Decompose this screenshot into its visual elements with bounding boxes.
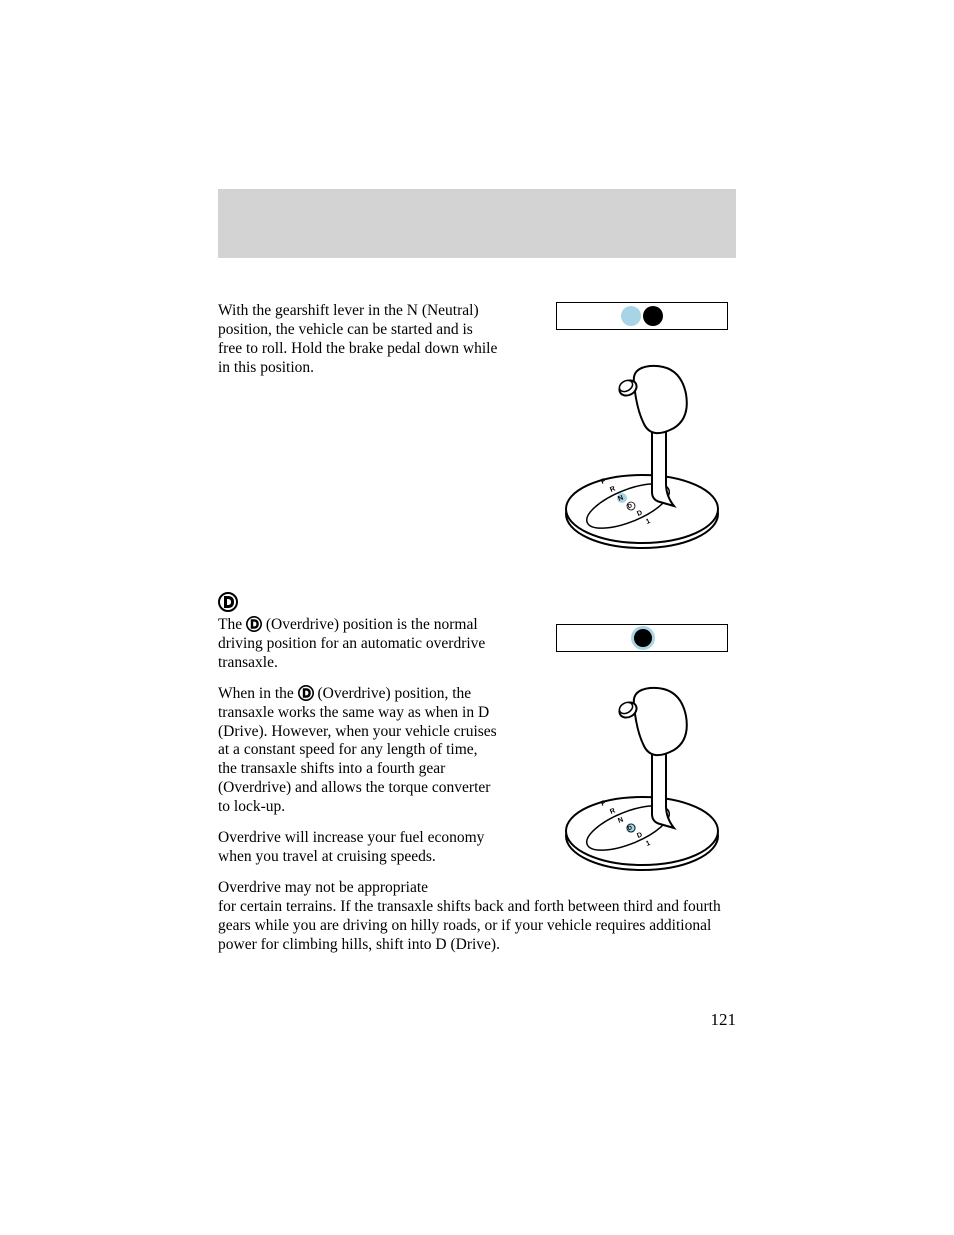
overdrive-figure: P R N D D 1 xyxy=(556,624,736,881)
overdrive-d-icon xyxy=(218,592,238,612)
overdrive-para2: When in the (Overdrive) position, the tr… xyxy=(218,685,498,817)
overdrive-text: The (Overdrive) position is the normal d… xyxy=(218,616,498,898)
indicator-circle-highlight xyxy=(621,306,641,326)
neutral-figure: P R N D D 1 xyxy=(556,302,736,559)
overdrive-para4b: for certain terrains. If the transaxle s… xyxy=(218,898,736,955)
gearshift-illustration-neutral: P R N D D 1 xyxy=(556,364,734,554)
header-bar xyxy=(218,189,736,258)
page-number: 121 xyxy=(711,1010,737,1030)
overdrive-section: The (Overdrive) position is the normal d… xyxy=(218,592,736,955)
indicator-circle-black xyxy=(643,306,663,326)
overdrive-para3: Overdrive will increase your fuel econom… xyxy=(218,829,498,867)
neutral-section: With the gearshift lever in the N (Neutr… xyxy=(218,302,736,562)
overdrive-indicator xyxy=(556,624,728,652)
neutral-text: With the gearshift lever in the N (Neutr… xyxy=(218,302,498,378)
neutral-indicator xyxy=(556,302,728,330)
neutral-para: With the gearshift lever in the N (Neutr… xyxy=(218,302,498,378)
indicator-dot xyxy=(634,629,652,647)
gearshift-illustration-overdrive: P R N D D 1 xyxy=(556,686,734,876)
overdrive-d-icon-inline xyxy=(298,685,314,701)
overdrive-para4a: Overdrive may not be appropriate xyxy=(218,879,498,898)
overdrive-d-icon-inline xyxy=(246,616,262,632)
overdrive-para1: The (Overdrive) position is the normal d… xyxy=(218,616,498,673)
